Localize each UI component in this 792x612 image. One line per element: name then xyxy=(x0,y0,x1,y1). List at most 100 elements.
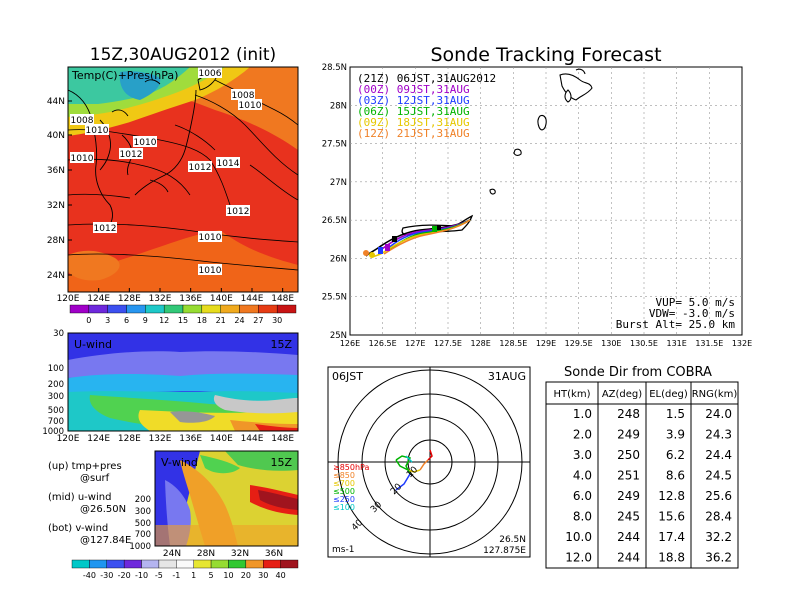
colorbar-tick-label: 27 xyxy=(253,316,263,325)
colorbar-swatch xyxy=(69,304,90,314)
lon-tick-label: 128E xyxy=(471,339,491,348)
isobar-label: 1010 xyxy=(71,154,94,164)
lat-tick-label: 40N xyxy=(47,131,65,141)
sonde-direction-table: HT(km) AZ(deg) EL(deg) RNG(km) 1.0 248 1.5 24.0… xyxy=(545,381,739,569)
table-cell: 15.6 xyxy=(658,510,685,524)
legend-entry: (09Z) 18JST,31AUG xyxy=(357,116,470,129)
colorbar-swatch xyxy=(163,304,184,314)
colorbar-tick-label: 24 xyxy=(234,316,244,325)
forecast-map: (21Z) 06JST,31AUG2012(00Z) 09JST,31AUG(0… xyxy=(349,66,743,336)
note-line: (bot) v-wind xyxy=(48,523,108,534)
table-cell: 6.2 xyxy=(666,448,685,462)
polar-plot: 06JST 31AUG ≥850hPa≤850≤700≤500≤250≤100 … xyxy=(327,366,531,558)
map-field-label: Temp(C)+Pres(hPa) xyxy=(71,69,178,82)
table-cell: 1.5 xyxy=(666,407,685,421)
pressure-legend: ≥850hPa≤850≤700≤500≤250≤100 xyxy=(333,463,370,512)
colorbar-swatch xyxy=(201,304,221,314)
colorbar-tick-label: 40 xyxy=(276,571,286,580)
colorbar-tick-label: 5 xyxy=(209,571,214,580)
table-cell: 6.0 xyxy=(573,489,592,503)
isobar-label: 1008 xyxy=(232,91,255,101)
temperature-pressure-map: 1006 1008 1010 1008 1010 1010 1012 1010 … xyxy=(68,67,298,292)
table-cell: 24.5 xyxy=(705,469,732,483)
table-cell: 250 xyxy=(617,448,640,462)
lon-tick-label: 130.5E xyxy=(630,339,658,348)
colorbar-swatch xyxy=(126,304,146,314)
trajectory-markers xyxy=(363,225,441,258)
table-cell: 32.2 xyxy=(705,530,732,544)
pressure-legend-entry: ≤500 xyxy=(333,487,355,496)
param-vdw: VDW= -3.0 m/s xyxy=(649,307,735,320)
legend-entry: (21Z) 06JST,31AUG2012 xyxy=(357,72,496,85)
u-wind-cross-section xyxy=(68,333,298,431)
table-header: RNG(km) xyxy=(692,389,738,400)
isobar-label: 1014 xyxy=(217,159,240,169)
table-cell: 10.0 xyxy=(565,530,592,544)
lat-tick-label: 24N xyxy=(163,549,181,559)
colorbar-swatch xyxy=(158,559,177,569)
isobar-label: 1010 xyxy=(239,101,262,111)
param-burst: Burst Alt= 25.0 km xyxy=(616,318,736,331)
polar-date-label: 31AUG xyxy=(488,370,526,383)
colorbar-swatch xyxy=(88,304,108,314)
colorbar-tick-label: 6 xyxy=(124,316,129,325)
level-tick-label: 300 xyxy=(135,507,151,517)
forecast-legend: (21Z) 06JST,31AUG2012(00Z) 09JST,31AUG(0… xyxy=(357,72,496,140)
colorbar-tick-label: 9 xyxy=(143,316,148,325)
colorbar-swatch xyxy=(141,559,160,569)
lat-tick-label: 32N xyxy=(231,549,249,559)
table-cell: 18.8 xyxy=(658,551,685,565)
isobar-label: 1012 xyxy=(94,224,117,234)
lat-tick-label: 28.5N xyxy=(322,63,347,73)
colorbar-swatch xyxy=(276,304,297,314)
table-cell: 245 xyxy=(617,510,640,524)
colorbar-swatch xyxy=(182,304,203,314)
lon-tick-label: 120E xyxy=(57,294,80,304)
forecast-lon-ticks: 126E 126.5E 127E 127.5E 128E 128.5E 129E 129.5E… xyxy=(340,339,752,348)
lat-tick-label: 27.5N xyxy=(322,140,347,150)
table-cell: 3.9 xyxy=(666,428,685,442)
left-panel-title: 15Z,30AUG2012 (init) xyxy=(90,45,276,65)
v-wind-lat-ticks: 24N 28N 32N 36N xyxy=(163,549,283,559)
table-title: Sonde Dir from COBRA xyxy=(564,365,712,380)
left-map-lat-ticks: 44N 40N 36N 32N 28N 24N xyxy=(47,97,72,281)
level-tick-label: 700 xyxy=(135,530,151,540)
note-line: (mid) u-wind xyxy=(48,492,111,503)
isobar-labels: 1006 1008 1010 1008 1010 1010 1012 1010 … xyxy=(70,67,262,276)
temperature-colorbar: 0 3 6 9 12 15 18 21 24 27 30 xyxy=(69,304,297,325)
lat-tick-label: 36N xyxy=(265,549,283,559)
u-wind-label: U-wind xyxy=(74,338,112,351)
lon-tick-label: 136E xyxy=(179,434,202,444)
colorbar-swatch xyxy=(107,304,127,314)
lon-tick-label: 128E xyxy=(118,294,141,304)
colorbar-tick-label: -1 xyxy=(172,571,180,580)
lon-tick-label: 144E xyxy=(241,294,264,304)
colorbar-swatch xyxy=(280,559,299,569)
level-tick-label: 500 xyxy=(135,519,151,529)
table-header: EL(deg) xyxy=(649,389,688,400)
param-vup: VUP= 5.0 m/s xyxy=(656,296,735,309)
lon-tick-label: 128.5E xyxy=(499,339,527,348)
table-cell: 249 xyxy=(617,489,640,503)
lon-tick-label: 148E xyxy=(271,294,294,304)
colorbar-tick-label: -5 xyxy=(155,571,163,580)
lat-tick-label: 28N xyxy=(197,549,215,559)
colorbar-swatch xyxy=(239,304,259,314)
table-cell: 17.4 xyxy=(658,530,685,544)
pressure-legend-entry: ≥850hPa xyxy=(333,463,370,472)
lon-tick-label: 127E xyxy=(405,339,425,348)
lon-tick-label: 132E xyxy=(732,339,752,348)
isobar-label: 1008 xyxy=(71,116,94,126)
pressure-legend-entry: ≤100 xyxy=(333,503,355,512)
colorbar-swatch xyxy=(258,304,278,314)
table-cell: 36.2 xyxy=(705,551,732,565)
table-cell: 3.0 xyxy=(573,448,592,462)
level-tick-label: 500 xyxy=(48,406,64,416)
panel-notes: (up) tmp+pres @surf (mid) u-wind @26.50N… xyxy=(48,461,131,546)
table-cell: 8.6 xyxy=(666,469,685,483)
polar-time-label: 06JST xyxy=(332,370,363,383)
table-cell: 24.4 xyxy=(705,448,732,462)
table-cell: 28.4 xyxy=(705,510,732,524)
isobar-label: 1012 xyxy=(189,163,212,173)
